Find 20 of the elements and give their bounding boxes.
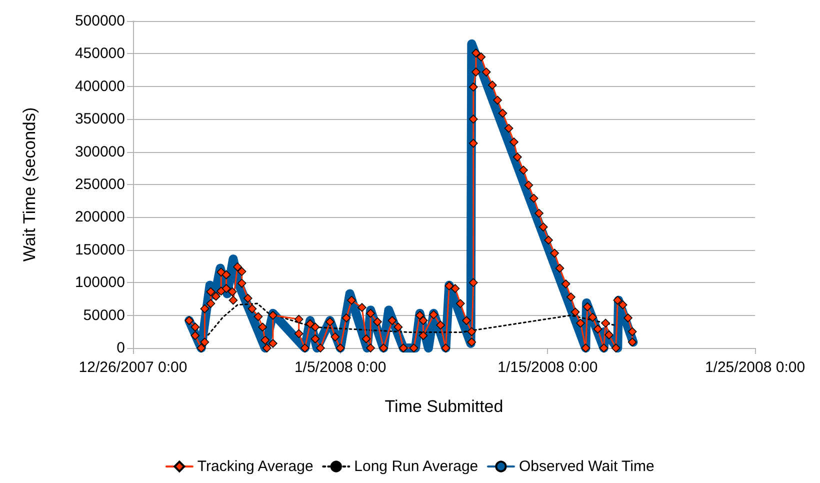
y-tick-label: 200000 — [74, 208, 125, 226]
y-tick-label: 300000 — [74, 143, 125, 160]
x-tick-label: 1/5/2008 0:00 — [294, 359, 386, 376]
legend-label: Observed Wait Time — [518, 458, 654, 475]
y-tick-label: 50000 — [83, 306, 125, 324]
y-tick-label: 100000 — [74, 274, 125, 292]
legend-label: Long Run Average — [354, 458, 478, 475]
y-axis-title: Wait Time (seconds) — [20, 107, 39, 262]
y-tick-label: 350000 — [74, 110, 125, 128]
x-tick-label: 1/15/2008 0:00 — [498, 359, 598, 376]
x-axis-title: Time Submitted — [384, 397, 504, 416]
x-tick-label: 12/26/2007 0:00 — [78, 359, 188, 376]
y-tick-label: 0 — [116, 340, 125, 356]
y-tick-label: 500000 — [74, 12, 125, 30]
x-tick-label: 1/25/2008 0:00 — [704, 359, 806, 376]
legend-label: Tracking Average — [197, 458, 314, 475]
y-tick-label: 250000 — [74, 176, 125, 193]
y-tick-label: 400000 — [74, 78, 125, 95]
y-tick-label: 450000 — [74, 45, 125, 62]
y-tick-label: 150000 — [74, 241, 125, 258]
